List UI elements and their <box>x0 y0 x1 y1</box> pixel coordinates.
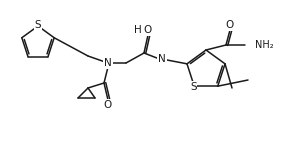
Text: O: O <box>226 20 234 30</box>
Text: N: N <box>104 58 112 68</box>
Text: O: O <box>104 100 112 110</box>
Text: H: H <box>134 25 142 35</box>
Text: S: S <box>190 82 197 92</box>
Text: N: N <box>158 54 166 64</box>
Text: S: S <box>35 20 41 30</box>
Text: O: O <box>144 25 152 35</box>
Text: NH₂: NH₂ <box>255 40 274 50</box>
